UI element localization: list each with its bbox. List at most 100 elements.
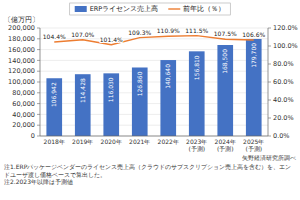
bar-label: 168,500	[221, 49, 228, 74]
y-tick-label: 180,000	[8, 35, 35, 43]
y-tick-label: 40,000	[12, 111, 35, 119]
legend-label: 前年比（％）	[183, 5, 225, 13]
y-tick-label: 20,000	[12, 121, 35, 129]
x-tick-label-line: 2018年	[44, 138, 65, 145]
legend-label: ERPライセンス売上高	[90, 5, 159, 13]
x-axis-line	[40, 136, 268, 137]
x-tick-label-line: 2019年	[72, 138, 93, 145]
y2-tick-label: 0.0%	[273, 132, 290, 140]
grid-line	[40, 125, 268, 126]
x-tick-label-line: 2021年	[129, 138, 150, 145]
y2-axis: 0.0% 20.0% 40.0% 60.0% 80.0% 100.0% 120.0%	[268, 24, 298, 140]
grid-line	[40, 71, 268, 72]
y-tick	[37, 60, 40, 61]
x-tick-label-line: (予測)	[245, 145, 262, 152]
x-tick-label-line: 2024年	[215, 138, 236, 145]
x-tick-label: 2024年(予測)	[215, 138, 236, 152]
grid	[40, 28, 268, 136]
y2-tick	[268, 82, 271, 83]
line-label: 111.5%	[185, 27, 208, 34]
y-tick	[37, 136, 40, 137]
bar-label: 156,810	[193, 55, 200, 80]
y-axis-line	[40, 28, 41, 136]
x-tick-label-line: (予測)	[217, 145, 234, 152]
y2-tick	[268, 100, 271, 101]
line-label: 101.4%	[100, 36, 123, 43]
note: 注1.ERPパッケージベンダーのライセンス売上高（クラウドのサブスクリプション売…	[4, 163, 296, 178]
y2-tick	[268, 118, 271, 119]
axis-lines	[40, 28, 268, 136]
y-tick-label: 120,000	[8, 67, 35, 75]
bar-label: 106,942	[50, 82, 57, 107]
bar	[217, 45, 233, 136]
y-tick-label: 0	[31, 132, 35, 140]
bar-label: 126,860	[136, 71, 143, 96]
y-tick	[37, 38, 40, 39]
bar	[189, 51, 205, 136]
grid-line	[40, 103, 268, 104]
bar	[132, 67, 148, 136]
y-tick	[37, 82, 40, 83]
marks	[46, 36, 261, 136]
bar	[160, 60, 176, 136]
y-tick	[37, 49, 40, 50]
bar-label: 179,700	[250, 43, 257, 68]
legend-swatch	[168, 8, 180, 9]
y2-tick-label: 40.0%	[273, 96, 294, 104]
x-tick-label: 2018年	[44, 138, 65, 145]
y-axis: 0 20,000 40,000 60,000 80,000 100,000 120,000 1…	[8, 24, 40, 140]
x-tick-label-line: 2022年	[158, 138, 179, 145]
y2-tick-label: 60.0%	[273, 78, 294, 86]
bar-label: 140,640	[164, 64, 171, 89]
y-tick-label: 100,000	[8, 78, 35, 86]
legend: ERPライセンス売上高 前年比（％）	[70, 3, 231, 15]
y-axis-label: 〔億万円〕	[4, 16, 39, 24]
bar	[46, 78, 62, 136]
y2-axis-line	[268, 28, 269, 136]
notes: 注1.ERPパッケージベンダーのライセンス売上高（クラウドのサブスクリプション売…	[4, 163, 296, 186]
bar-label: 114,428	[79, 78, 86, 103]
line-label: 104.4%	[43, 33, 66, 40]
line-label: 107.0%	[71, 31, 94, 38]
x-tick-label: 2023年(予測)	[186, 138, 207, 152]
y-tick	[37, 92, 40, 93]
x-tick-label: 2022年	[158, 138, 179, 145]
bar	[103, 73, 119, 136]
y-tick-label: 140,000	[8, 57, 35, 65]
y-tick	[37, 103, 40, 104]
grid-line	[40, 28, 268, 29]
y2-tick-label: 80.0%	[273, 60, 294, 68]
grid-line	[40, 60, 268, 61]
legend-frame	[70, 3, 231, 15]
bar	[75, 74, 91, 136]
y2-tick-label: 120.0%	[273, 24, 298, 32]
grid-line	[40, 82, 268, 83]
y-tick	[37, 125, 40, 126]
x-tick-label-line: 2023年	[186, 138, 207, 145]
grid-line	[40, 49, 268, 50]
grid-line	[40, 114, 268, 115]
x-tick-label: 2020年	[101, 138, 122, 145]
x-tick-label-line: (予測)	[188, 145, 205, 152]
y2-tick	[268, 28, 271, 29]
line-label: 106.6%	[242, 31, 265, 38]
x-axis: 2018年2019年2020年2021年2022年2023年(予測)2024年(…	[44, 138, 265, 152]
source: 矢野経済研究所調べ	[242, 154, 296, 161]
y-tick-label: 80,000	[12, 89, 35, 97]
y-tick-label: 160,000	[8, 46, 35, 54]
x-tick-label-line: 2025年	[243, 138, 264, 145]
y2-tick	[268, 46, 271, 47]
y-tick	[37, 28, 40, 29]
y-tick-label: 200,000	[8, 24, 35, 32]
bar-label: 116,030	[107, 77, 114, 102]
note: 注2.2023年以降は予測値	[4, 178, 296, 186]
y2-tick-label: 20.0%	[273, 114, 294, 122]
y2-tick-label: 100.0%	[273, 42, 298, 50]
bar	[246, 39, 262, 136]
page: {"chart_data": { "type": "bar", "categor…	[0, 0, 300, 200]
legend-swatch	[75, 6, 87, 12]
x-tick-label: 2025年(予測)	[243, 138, 264, 152]
y2-tick	[268, 64, 271, 65]
y-tick-label: 60,000	[12, 100, 35, 108]
line-label: 110.9%	[157, 27, 180, 34]
